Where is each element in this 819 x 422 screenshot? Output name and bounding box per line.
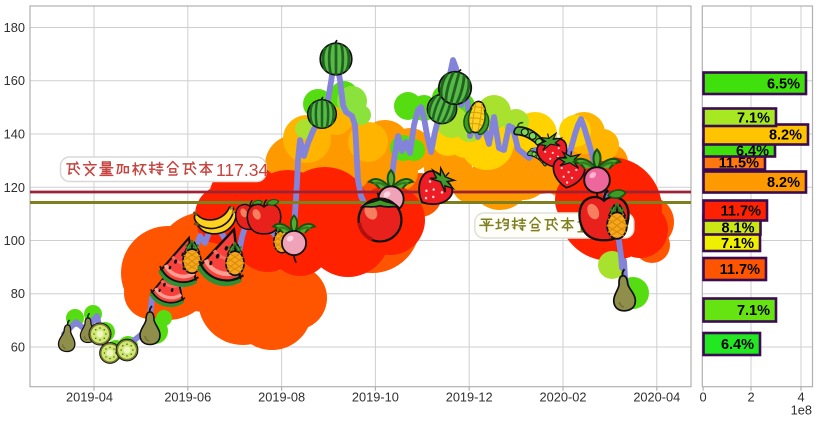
svg-text:11.7%: 11.7%: [720, 262, 760, 278]
svg-text:2019-06: 2019-06: [164, 390, 211, 405]
svg-text:140: 140: [4, 127, 25, 142]
svg-text:6.4%: 6.4%: [721, 337, 754, 353]
svg-text:7.1%: 7.1%: [737, 111, 770, 127]
svg-text:11.5%: 11.5%: [719, 156, 759, 172]
svg-text:8.1%: 8.1%: [721, 221, 754, 237]
svg-text:120: 120: [4, 180, 25, 195]
svg-text:60: 60: [11, 340, 25, 355]
svg-text:2019-04: 2019-04: [66, 390, 113, 405]
svg-text:6.4%: 6.4%: [736, 144, 769, 160]
svg-text:2019-08: 2019-08: [258, 390, 305, 405]
svg-text:8.2%: 8.2%: [769, 128, 802, 144]
svg-text:117.34: 117.34: [216, 160, 268, 180]
svg-text:7.1%: 7.1%: [737, 303, 770, 319]
svg-text:4: 4: [797, 390, 804, 405]
svg-text:160: 160: [4, 73, 25, 88]
svg-text:2: 2: [747, 390, 754, 405]
svg-text:2020-04: 2020-04: [633, 390, 680, 405]
svg-text:180: 180: [4, 20, 25, 35]
svg-text:11.7%: 11.7%: [721, 204, 761, 220]
svg-text:2020-02: 2020-02: [540, 390, 587, 405]
svg-text:100: 100: [4, 233, 25, 248]
svg-text:7.1%: 7.1%: [721, 236, 754, 252]
svg-text:80: 80: [11, 286, 25, 301]
svg-text:6.5%: 6.5%: [767, 77, 800, 93]
svg-text:0: 0: [700, 390, 707, 405]
svg-text:8.2%: 8.2%: [767, 175, 800, 191]
svg-text:1e8: 1e8: [791, 403, 812, 418]
svg-text:2019-12: 2019-12: [446, 390, 493, 405]
svg-text:2019-10: 2019-10: [352, 390, 399, 405]
